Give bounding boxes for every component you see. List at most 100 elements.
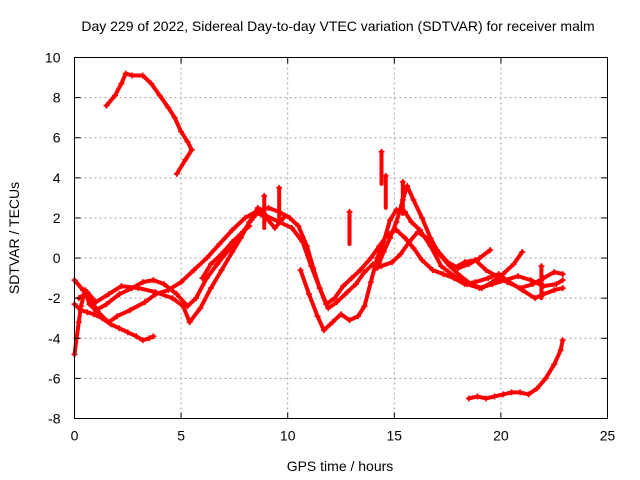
data-point bbox=[239, 228, 246, 235]
data-point bbox=[487, 247, 494, 254]
x-tick-label: 10 bbox=[280, 428, 296, 444]
data-point bbox=[397, 251, 404, 258]
y-tick-label: 4 bbox=[53, 170, 61, 186]
data-point bbox=[165, 104, 172, 111]
chart-title: Day 229 of 2022, Sidereal Day-to-day VTE… bbox=[81, 18, 594, 34]
data-point bbox=[171, 114, 178, 121]
data-point bbox=[450, 265, 457, 272]
data-point bbox=[380, 249, 387, 256]
data-point bbox=[248, 216, 255, 223]
data-point bbox=[199, 275, 206, 282]
data-point bbox=[504, 279, 511, 286]
data-point bbox=[297, 267, 304, 274]
y-tick-label: 8 bbox=[53, 90, 61, 106]
data-point bbox=[84, 289, 91, 296]
spike-point bbox=[261, 192, 268, 199]
data-point bbox=[105, 291, 112, 298]
data-point bbox=[429, 267, 436, 274]
data-point bbox=[229, 226, 236, 233]
data-point bbox=[357, 267, 364, 274]
data-point bbox=[532, 295, 539, 302]
data-point bbox=[406, 239, 413, 246]
data-point bbox=[288, 224, 295, 231]
data-point bbox=[352, 281, 359, 288]
data-point bbox=[114, 313, 121, 320]
spike-point bbox=[378, 148, 385, 155]
data-point bbox=[436, 251, 443, 258]
y-tick-label: 10 bbox=[45, 50, 61, 66]
data-point bbox=[329, 319, 336, 326]
data-point bbox=[410, 196, 417, 203]
data-point bbox=[393, 218, 400, 225]
data-point bbox=[517, 389, 524, 396]
data-point bbox=[178, 128, 185, 135]
data-point bbox=[344, 289, 351, 296]
data-point bbox=[139, 72, 146, 79]
data-point bbox=[534, 385, 541, 392]
series-arc-morning-dip bbox=[72, 302, 156, 343]
data-point bbox=[519, 249, 526, 256]
data-point bbox=[182, 156, 189, 163]
data-series bbox=[71, 70, 566, 402]
data-point bbox=[559, 337, 566, 344]
data-point bbox=[129, 72, 136, 79]
data-point bbox=[229, 249, 236, 256]
data-point bbox=[380, 239, 387, 246]
data-point bbox=[169, 295, 176, 302]
data-point bbox=[75, 319, 82, 326]
spike-point bbox=[538, 263, 545, 270]
spike-point bbox=[382, 172, 389, 179]
data-point bbox=[446, 263, 453, 270]
data-point bbox=[491, 393, 498, 400]
data-point bbox=[116, 291, 123, 298]
y-axis-label: SDTVAR / TECUs bbox=[6, 182, 22, 294]
data-point bbox=[306, 291, 313, 298]
data-point bbox=[387, 235, 394, 241]
series-arc-late-low bbox=[466, 338, 565, 401]
data-point bbox=[152, 289, 159, 296]
data-point bbox=[173, 170, 180, 177]
data-point bbox=[256, 206, 263, 213]
data-point bbox=[527, 277, 534, 284]
data-point bbox=[92, 299, 99, 306]
data-point bbox=[551, 361, 558, 368]
data-point bbox=[525, 391, 532, 398]
data-point bbox=[338, 311, 344, 318]
data-point bbox=[529, 281, 536, 288]
data-point bbox=[348, 275, 355, 282]
data-point bbox=[361, 269, 368, 276]
data-point bbox=[190, 267, 197, 274]
plot-frame bbox=[74, 57, 608, 419]
data-point bbox=[316, 285, 323, 292]
data-point bbox=[295, 222, 302, 229]
y-tick-label: -8 bbox=[48, 411, 61, 427]
data-point bbox=[214, 261, 221, 268]
data-point bbox=[510, 261, 517, 268]
y-tick-label: -2 bbox=[48, 290, 61, 306]
data-point bbox=[457, 273, 464, 280]
data-point bbox=[461, 259, 468, 266]
x-tick-label: 5 bbox=[177, 428, 185, 444]
data-point bbox=[361, 303, 368, 310]
data-point bbox=[553, 281, 560, 288]
data-point bbox=[141, 299, 148, 306]
data-point bbox=[374, 265, 381, 272]
data-point bbox=[186, 319, 193, 326]
data-point bbox=[173, 291, 180, 298]
data-point bbox=[416, 226, 423, 233]
data-point bbox=[135, 285, 142, 292]
data-point bbox=[242, 214, 249, 221]
data-point bbox=[139, 337, 146, 344]
series-arc-high-morning bbox=[104, 71, 194, 176]
data-point bbox=[355, 313, 362, 320]
x-axis-label: GPS time / hours bbox=[287, 458, 394, 474]
data-point bbox=[493, 273, 500, 280]
data-point bbox=[500, 271, 507, 278]
spike-point bbox=[346, 208, 353, 215]
data-point bbox=[184, 138, 191, 145]
x-tick-label: 15 bbox=[387, 428, 403, 444]
data-point bbox=[314, 313, 321, 320]
grid bbox=[74, 57, 608, 419]
data-point bbox=[325, 305, 332, 312]
